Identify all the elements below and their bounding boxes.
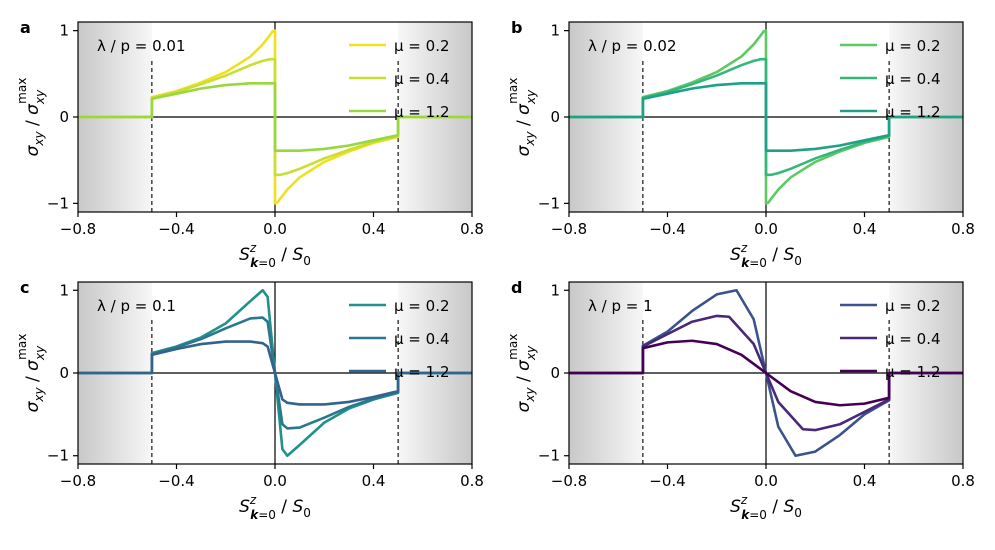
legend-label: μ = 0.2 [394, 37, 450, 55]
y-tick-label: −1 [538, 447, 560, 465]
y-tick-label: 1 [59, 22, 69, 40]
legend-label: μ = 0.4 [394, 70, 450, 88]
x-tick-label: 0.8 [460, 472, 484, 490]
parameter-note: λ / p = 0.02 [588, 37, 677, 55]
panel-d: −0.8 −0.4 0.0 0.4 0.8 −1 0 1 d λ / p = 1 μ = 0.2 μ … [506, 278, 975, 522]
y-tick-label: 0 [550, 364, 560, 382]
parameter-note: λ / p = 0.1 [97, 297, 176, 315]
x-tick-label: 0.8 [951, 472, 975, 490]
y-tick-label: −1 [538, 194, 560, 212]
legend-label: μ = 0.2 [885, 297, 941, 315]
y-axis-label: σxy / σxymax [506, 334, 538, 413]
x-tick-label: −0.4 [649, 472, 685, 490]
legend-label: μ = 0.4 [885, 70, 941, 88]
legend-label: μ = 0.2 [885, 37, 941, 55]
x-tick-label: 0.8 [951, 220, 975, 238]
x-tick-label: 0.4 [853, 472, 877, 490]
x-tick-label: 0.0 [754, 472, 778, 490]
y-tick-label: 0 [59, 108, 69, 126]
x-axis-label: Sz k=0 / S0 [239, 493, 311, 522]
x-tick-label: 0.8 [460, 220, 484, 238]
y-tick-label: 1 [59, 281, 69, 299]
panel-c: −0.8 −0.4 0.0 0.4 0.8 −1 0 1 c λ / p = 0.1 μ = 0.2… [15, 278, 484, 522]
panel-letter: a [20, 18, 31, 37]
y-axis-label: σxy / σxymax [506, 78, 538, 157]
x-tick-label: −0.4 [158, 220, 194, 238]
panel-letter: d [511, 278, 522, 297]
x-tick-label: 0.4 [362, 472, 386, 490]
y-tick-label: −1 [47, 194, 69, 212]
x-tick-label: 0.0 [754, 220, 778, 238]
parameter-note: λ / p = 0.01 [97, 37, 186, 55]
legend-label: μ = 1.2 [394, 103, 450, 121]
y-tick-label: −1 [47, 447, 69, 465]
x-tick-label: −0.8 [60, 220, 96, 238]
y-tick-label: 1 [550, 22, 560, 40]
x-axis-label: Sz k=0 / S0 [730, 241, 802, 270]
x-tick-label: 0.0 [263, 220, 287, 238]
x-tick-label: −0.8 [551, 472, 587, 490]
legend-label: μ = 1.2 [885, 103, 941, 121]
x-tick-label: 0.4 [362, 220, 386, 238]
panel-letter: b [511, 18, 522, 37]
x-axis-label: Sz k=0 / S0 [239, 241, 311, 270]
x-tick-label: −0.4 [649, 220, 685, 238]
parameter-note: λ / p = 1 [588, 297, 653, 315]
x-tick-label: −0.8 [551, 220, 587, 238]
series-line-3 [78, 340, 472, 406]
y-tick-label: 0 [59, 364, 69, 382]
series-line-3 [569, 82, 963, 152]
y-axis-label: σxy / σxymax [15, 334, 47, 413]
x-tick-label: −0.8 [60, 472, 96, 490]
x-axis-label: Sz k=0 / S0 [730, 493, 802, 522]
panel-letter: c [20, 278, 29, 297]
x-tick-label: 0.4 [853, 220, 877, 238]
series-line-3 [569, 339, 963, 407]
x-tick-label: −0.4 [158, 472, 194, 490]
legend-label: μ = 1.2 [394, 363, 450, 381]
x-tick-label: 0.0 [263, 472, 287, 490]
panel-b: −0.8 −0.4 0.0 0.4 0.8 −1 0 1 b λ / p = 0.02 μ = 0.… [506, 18, 975, 270]
panel-a: −0.8 −0.4 0.0 0.4 0.8 −1 0 1 a λ / p = 0.01 μ = 0.… [15, 18, 484, 270]
legend-label: μ = 0.2 [394, 297, 450, 315]
y-axis-label: σxy / σxymax [15, 78, 47, 157]
legend-label: μ = 0.4 [394, 330, 450, 348]
legend-label: μ = 1.2 [885, 363, 941, 381]
y-tick-label: 1 [550, 281, 560, 299]
y-tick-label: 0 [550, 108, 560, 126]
series-line-3 [78, 82, 472, 152]
legend-label: μ = 0.4 [885, 330, 941, 348]
